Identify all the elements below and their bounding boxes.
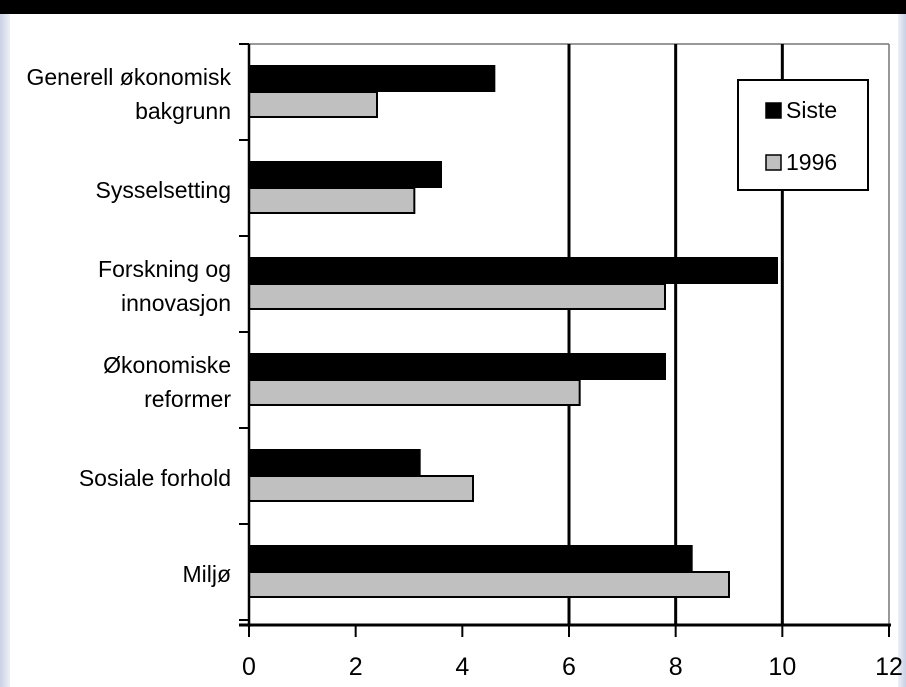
x-tick-label-6: 6 — [562, 653, 576, 681]
category-label-1-0: Sysselsetting — [95, 177, 231, 203]
bar-1996-3 — [248, 379, 581, 406]
bar-1996-4 — [248, 475, 474, 502]
right-decorative-strip — [898, 0, 906, 687]
top-rule — [0, 0, 906, 14]
bar-siste-4 — [248, 449, 421, 476]
bar-siste-3 — [248, 353, 666, 380]
bar-siste-2 — [248, 257, 778, 284]
legend-label-1996: 1996 — [786, 149, 837, 175]
bar-siste-0 — [248, 65, 496, 92]
category-label-5-0: Miljø — [182, 561, 231, 587]
legend-swatch-1996 — [765, 154, 782, 171]
x-tick-label-0: 0 — [242, 653, 256, 681]
legend: Siste 1996 — [737, 79, 869, 191]
y-axis — [239, 43, 891, 637]
x-tick-label-4: 4 — [455, 653, 469, 681]
category-label-2-1: innovasjon — [121, 290, 231, 316]
bar-siste-1 — [248, 161, 442, 188]
x-tick-label-10: 10 — [768, 653, 796, 681]
legend-label-siste: Siste — [786, 97, 837, 123]
bar-1996-1 — [248, 187, 416, 214]
bar-1996-2 — [248, 283, 666, 310]
legend-swatch-siste — [765, 102, 782, 119]
category-label-3-0: Økonomiske — [103, 352, 231, 378]
legend-box — [737, 79, 869, 191]
bar-1996-5 — [248, 571, 730, 598]
bars — [248, 65, 778, 598]
x-tick-label-12: 12 — [875, 653, 903, 681]
category-label-3-1: reformer — [144, 386, 231, 412]
left-decorative-strip — [0, 0, 10, 687]
bar-1996-0 — [248, 91, 378, 118]
x-tick-labels: 0 2 4 6 8 10 12 — [242, 653, 903, 681]
bar-siste-5 — [248, 545, 693, 572]
category-label-4-0: Sosiale forhold — [79, 465, 231, 491]
category-label-0-0: Generell økonomisk — [26, 64, 231, 90]
category-labels: Generell økonomisk bakgrunn Sysselsetting F… — [26, 64, 231, 587]
x-tick-label-2: 2 — [349, 653, 363, 681]
x-tick-label-8: 8 — [669, 653, 683, 681]
category-label-0-1: bakgrunn — [135, 98, 231, 124]
category-label-2-0: Forskning og — [98, 256, 231, 282]
